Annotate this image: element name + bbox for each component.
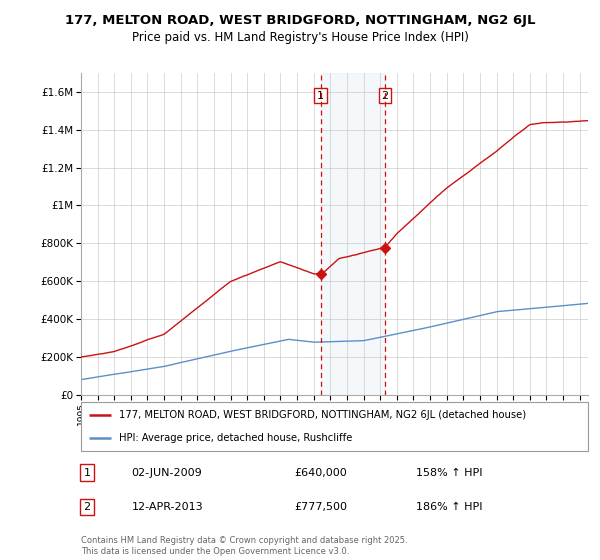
Text: HPI: Average price, detached house, Rushcliffe: HPI: Average price, detached house, Rush… xyxy=(119,433,352,444)
Text: Contains HM Land Registry data © Crown copyright and database right 2025.
This d: Contains HM Land Registry data © Crown c… xyxy=(81,536,407,556)
Text: 158% ↑ HPI: 158% ↑ HPI xyxy=(416,468,482,478)
Text: 1: 1 xyxy=(317,91,324,101)
Text: £640,000: £640,000 xyxy=(294,468,347,478)
Text: Price paid vs. HM Land Registry's House Price Index (HPI): Price paid vs. HM Land Registry's House … xyxy=(131,31,469,44)
Text: 12-APR-2013: 12-APR-2013 xyxy=(132,502,203,512)
Text: 177, MELTON ROAD, WEST BRIDGFORD, NOTTINGHAM, NG2 6JL: 177, MELTON ROAD, WEST BRIDGFORD, NOTTIN… xyxy=(65,14,535,27)
Text: 02-JUN-2009: 02-JUN-2009 xyxy=(132,468,202,478)
Text: 177, MELTON ROAD, WEST BRIDGFORD, NOTTINGHAM, NG2 6JL (detached house): 177, MELTON ROAD, WEST BRIDGFORD, NOTTIN… xyxy=(119,410,526,421)
Bar xyxy=(321,73,385,395)
Text: 186% ↑ HPI: 186% ↑ HPI xyxy=(416,502,482,512)
Text: 2: 2 xyxy=(382,91,388,101)
Text: £777,500: £777,500 xyxy=(294,502,347,512)
Text: 2: 2 xyxy=(83,502,91,512)
FancyBboxPatch shape xyxy=(81,402,588,451)
Text: 1: 1 xyxy=(83,468,91,478)
